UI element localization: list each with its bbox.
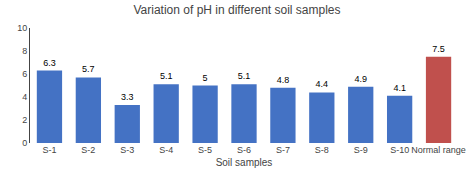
svg-text:4.4: 4.4 (316, 79, 329, 89)
svg-text:8: 8 (22, 46, 27, 56)
svg-text:2: 2 (22, 115, 27, 125)
svg-text:7.5: 7.5 (432, 44, 445, 54)
svg-text:Normal range: Normal range (411, 145, 466, 155)
svg-text:S-7: S-7 (276, 145, 290, 155)
svg-text:4: 4 (22, 92, 27, 102)
svg-text:6.3: 6.3 (43, 58, 56, 68)
svg-text:4.8: 4.8 (277, 75, 290, 85)
svg-text:4.9: 4.9 (354, 74, 367, 84)
svg-text:Variation of pH in different s: Variation of pH in different soil sample… (134, 3, 341, 17)
svg-text:S-9: S-9 (354, 145, 368, 155)
svg-text:5.1: 5.1 (238, 71, 251, 81)
svg-text:S-3: S-3 (120, 145, 134, 155)
svg-text:4.1: 4.1 (393, 83, 406, 93)
svg-text:S-10: S-10 (390, 145, 409, 155)
svg-text:0: 0 (22, 138, 27, 148)
svg-text:S-1: S-1 (42, 145, 56, 155)
svg-text:6: 6 (22, 69, 27, 79)
svg-text:S-4: S-4 (159, 145, 173, 155)
svg-text:10: 10 (17, 23, 27, 33)
svg-text:S-2: S-2 (81, 145, 95, 155)
svg-text:5.1: 5.1 (160, 71, 173, 81)
svg-text:Soil samples: Soil samples (216, 157, 273, 168)
svg-text:S-8: S-8 (315, 145, 329, 155)
svg-text:5: 5 (203, 73, 208, 83)
svg-text:3.3: 3.3 (121, 92, 134, 102)
svg-text:S-5: S-5 (198, 145, 212, 155)
svg-text:5.7: 5.7 (82, 64, 95, 74)
svg-text:S-6: S-6 (237, 145, 251, 155)
